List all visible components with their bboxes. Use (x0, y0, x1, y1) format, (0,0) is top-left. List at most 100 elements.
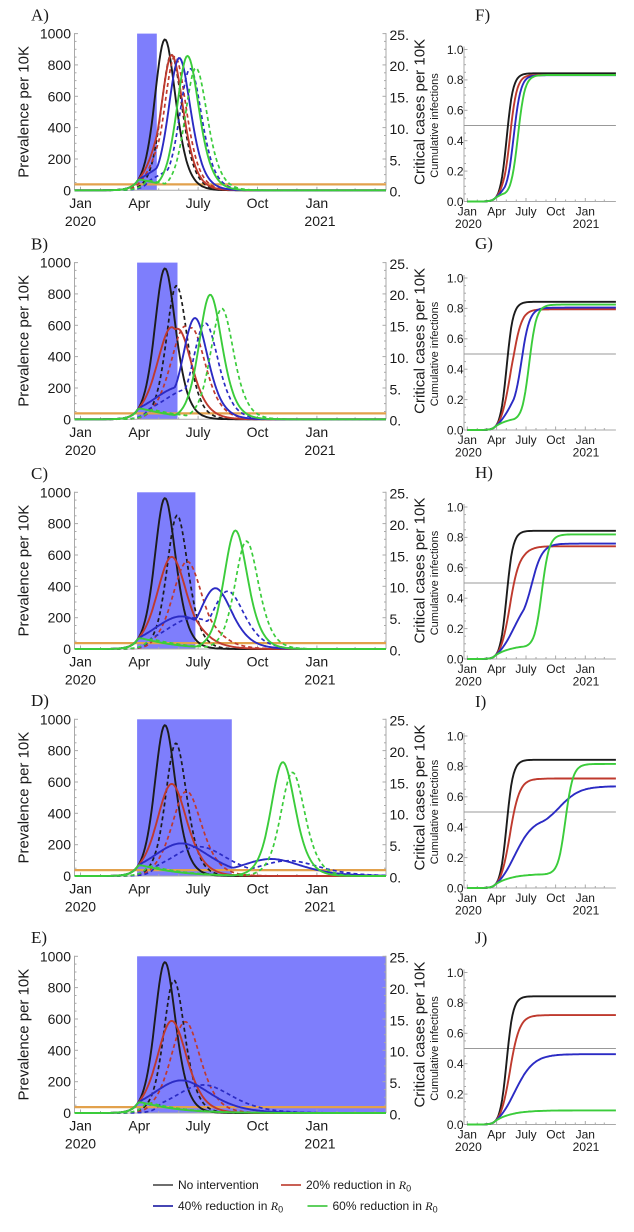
svg-text:0.0: 0.0 (447, 881, 464, 895)
svg-text:2021: 2021 (573, 217, 600, 231)
svg-text:0.: 0. (390, 413, 402, 429)
svg-text:5.: 5. (390, 611, 402, 627)
svg-text:Apr: Apr (128, 1118, 150, 1134)
svg-text:0: 0 (63, 641, 71, 657)
svg-text:2021: 2021 (304, 1136, 335, 1152)
svg-text:Apr: Apr (128, 424, 150, 440)
svg-text:10.: 10. (390, 807, 409, 823)
svg-text:2020: 2020 (65, 672, 96, 688)
svg-text:2020: 2020 (455, 1140, 482, 1154)
svg-text:Apr: Apr (487, 204, 506, 218)
svg-text:200: 200 (48, 1074, 72, 1090)
svg-text:0.4: 0.4 (447, 1057, 464, 1071)
svg-text:Apr: Apr (487, 891, 506, 905)
svg-text:July: July (515, 891, 536, 905)
svg-text:2021: 2021 (304, 442, 335, 458)
svg-text:0.8: 0.8 (447, 996, 464, 1010)
svg-text:0.0: 0.0 (447, 652, 464, 666)
svg-text:Prevalence per 10K: Prevalence per 10K (16, 275, 33, 407)
svg-text:10.: 10. (390, 580, 409, 596)
svg-text:5.: 5. (390, 381, 402, 397)
svg-text:Jan: Jan (306, 881, 329, 897)
svg-text:2020: 2020 (65, 442, 96, 458)
svg-text:Prevalence per 10K: Prevalence per 10K (16, 732, 33, 864)
svg-text:5.: 5. (390, 1075, 402, 1091)
svg-text:Jan: Jan (306, 1118, 329, 1134)
svg-text:2020: 2020 (455, 903, 482, 917)
svg-text:Jan: Jan (306, 654, 329, 670)
svg-text:0.4: 0.4 (447, 592, 464, 606)
svg-text:0.4: 0.4 (447, 363, 464, 377)
svg-text:800: 800 (48, 57, 72, 73)
svg-text:Apr: Apr (487, 662, 506, 676)
svg-text:Cumulative infections: Cumulative infections (429, 530, 441, 635)
svg-text:1.0: 1.0 (447, 729, 464, 743)
svg-text:Cumulative infections: Cumulative infections (429, 996, 441, 1101)
svg-text:0.: 0. (390, 184, 402, 200)
svg-text:0.2: 0.2 (447, 622, 464, 636)
svg-text:600: 600 (48, 317, 72, 333)
svg-text:Oct: Oct (247, 1118, 269, 1134)
svg-text:Jan: Jan (306, 424, 329, 440)
svg-text:Jan: Jan (576, 1127, 595, 1141)
svg-text:Jan: Jan (69, 424, 92, 440)
svg-text:25.: 25. (390, 256, 409, 272)
svg-text:Prevalence per 10K: Prevalence per 10K (16, 505, 33, 637)
svg-text:1000: 1000 (40, 26, 71, 42)
svg-text:0.0: 0.0 (447, 195, 464, 209)
svg-text:400: 400 (48, 349, 72, 365)
svg-text:0.2: 0.2 (447, 851, 464, 865)
svg-text:I): I) (475, 692, 486, 711)
svg-text:0.2: 0.2 (447, 1087, 464, 1101)
svg-text:0.2: 0.2 (447, 393, 464, 407)
svg-text:2021: 2021 (304, 672, 335, 688)
svg-text:Critical cases per 10K: Critical cases per 10K (412, 725, 429, 871)
svg-text:400: 400 (48, 578, 72, 594)
svg-text:1.0: 1.0 (447, 271, 464, 285)
svg-text:1000: 1000 (40, 948, 71, 964)
svg-text:400: 400 (48, 120, 72, 136)
svg-text:25.: 25. (390, 950, 409, 966)
svg-text:Jan: Jan (458, 204, 477, 218)
svg-text:0.6: 0.6 (447, 790, 464, 804)
svg-text:15.: 15. (390, 775, 409, 791)
svg-text:Oct: Oct (247, 654, 269, 670)
svg-text:10.: 10. (390, 121, 409, 137)
svg-text:F): F) (475, 6, 490, 25)
svg-text:Apr: Apr (128, 654, 150, 670)
svg-text:C): C) (31, 464, 48, 483)
svg-text:A): A) (31, 5, 49, 24)
svg-text:July: July (515, 433, 536, 447)
svg-text:600: 600 (48, 547, 72, 563)
svg-text:0.8: 0.8 (447, 73, 464, 87)
svg-text:D): D) (31, 691, 49, 710)
svg-text:20.: 20. (390, 517, 409, 533)
svg-text:Prevalence per 10K: Prevalence per 10K (16, 46, 33, 178)
svg-text:2021: 2021 (573, 445, 600, 459)
svg-text:Oct: Oct (546, 1127, 565, 1141)
svg-text:Oct: Oct (247, 424, 269, 440)
svg-text:25.: 25. (390, 713, 409, 729)
svg-text:200: 200 (48, 151, 72, 167)
svg-text:Oct: Oct (546, 891, 565, 905)
svg-text:60% reduction in R0: 60% reduction in R0 (333, 1199, 438, 1215)
svg-text:Jan: Jan (576, 662, 595, 676)
svg-text:800: 800 (48, 743, 72, 759)
svg-text:1000: 1000 (40, 484, 71, 500)
svg-text:Jan: Jan (458, 662, 477, 676)
svg-text:0.0: 0.0 (447, 1118, 464, 1132)
svg-text:2020: 2020 (65, 1136, 96, 1152)
svg-text:200: 200 (48, 380, 72, 396)
svg-text:20% reduction in R0: 20% reduction in R0 (306, 1178, 411, 1194)
svg-text:0: 0 (63, 411, 71, 427)
svg-text:1000: 1000 (40, 255, 71, 271)
svg-text:Oct: Oct (546, 433, 565, 447)
svg-text:2021: 2021 (304, 213, 335, 229)
svg-text:Critical cases per 10K: Critical cases per 10K (412, 268, 429, 414)
svg-text:Jan: Jan (576, 891, 595, 905)
svg-text:1.0: 1.0 (447, 43, 464, 57)
svg-text:0.4: 0.4 (447, 134, 464, 148)
svg-text:Apr: Apr (487, 1127, 506, 1141)
svg-text:Apr: Apr (128, 195, 150, 211)
svg-text:20.: 20. (390, 744, 409, 760)
